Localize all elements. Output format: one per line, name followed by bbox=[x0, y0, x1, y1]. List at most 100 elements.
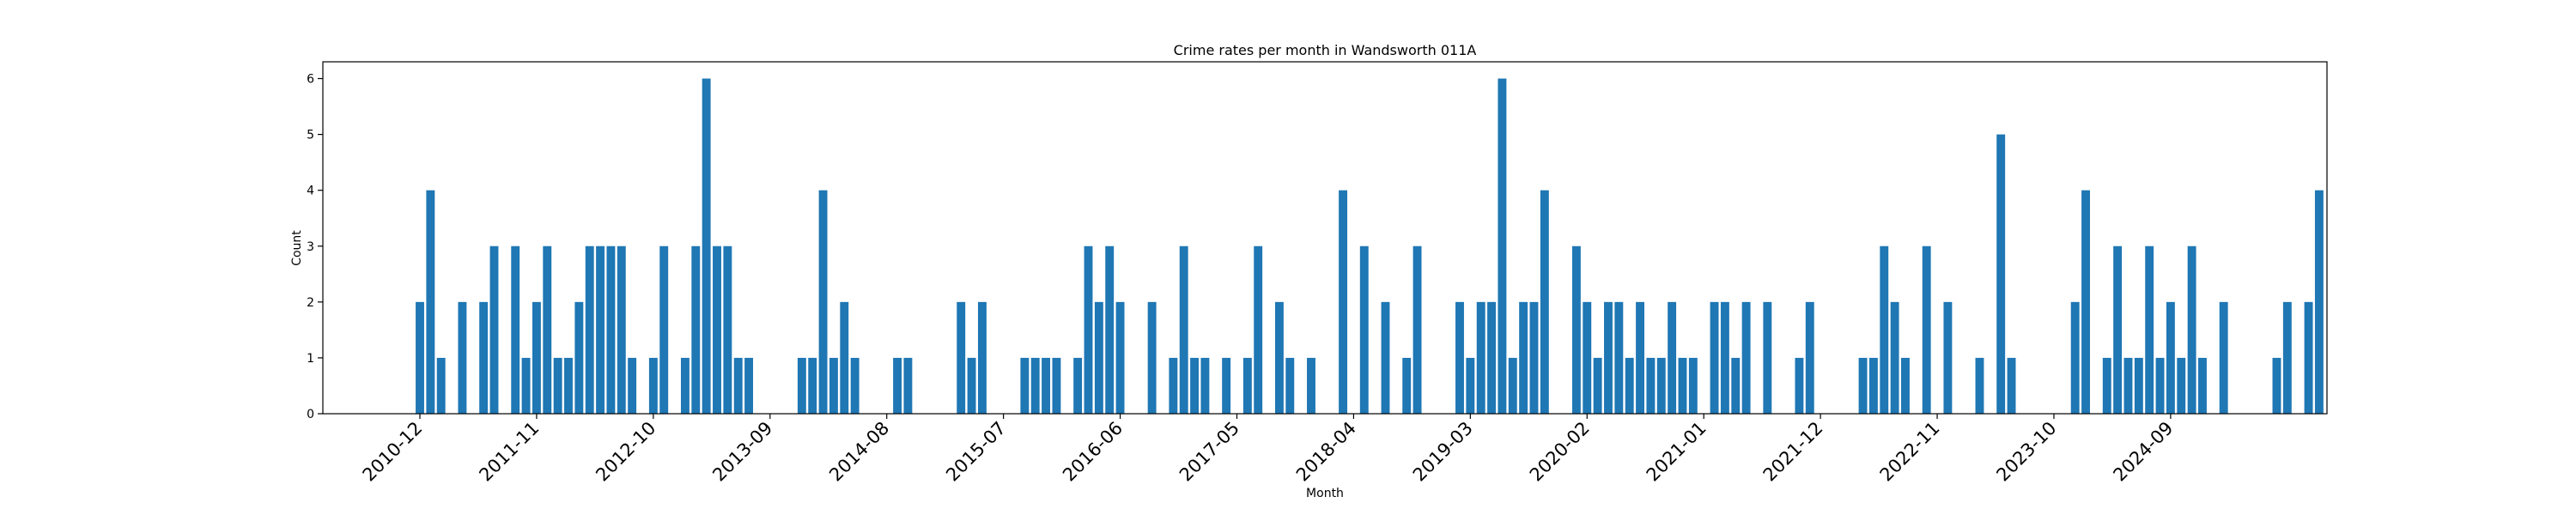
bar bbox=[585, 245, 594, 414]
bar bbox=[564, 357, 573, 414]
x-tick-label: 2020-02 bbox=[1526, 418, 1594, 486]
bar bbox=[893, 357, 902, 414]
x-tick-label: 2014-08 bbox=[825, 418, 893, 486]
bar bbox=[1498, 78, 1507, 415]
bar bbox=[808, 357, 817, 414]
y-tick-label: 5 bbox=[307, 129, 314, 142]
bar bbox=[1169, 357, 1178, 414]
x-tick-label: 2021-01 bbox=[1643, 418, 1710, 486]
bar bbox=[1402, 357, 1412, 414]
y-tick-label: 4 bbox=[307, 185, 314, 198]
x-tick-label: 2013-09 bbox=[708, 418, 776, 486]
chart-title: Crime rates per month in Wandsworth 011A bbox=[1174, 42, 1477, 58]
y-tick-label: 3 bbox=[307, 240, 314, 254]
x-tick-label: 2022-11 bbox=[1876, 418, 1944, 486]
bar bbox=[2134, 357, 2143, 414]
plot-area: 0 1 2 3 4 5 6 2010-12 2011-11 2012-10 2013-09 2014-… bbox=[307, 61, 2328, 486]
bar bbox=[1508, 357, 1517, 414]
bar bbox=[2177, 357, 2186, 414]
x-tick-label: 2011-11 bbox=[475, 418, 543, 486]
x-tick-label: 2010-12 bbox=[359, 418, 427, 486]
bar bbox=[436, 357, 446, 414]
x-tick-label: 2018-04 bbox=[1292, 418, 1360, 486]
bar bbox=[2123, 357, 2133, 414]
y-axis-label: Count bbox=[290, 230, 304, 266]
bar bbox=[2070, 301, 2080, 414]
bar bbox=[1593, 357, 1602, 414]
bar bbox=[1614, 301, 1624, 414]
bar bbox=[1996, 134, 2006, 414]
bar bbox=[2113, 245, 2123, 414]
bar bbox=[1030, 357, 1040, 414]
bar bbox=[1222, 357, 1231, 414]
bar bbox=[2282, 301, 2292, 414]
bar bbox=[2304, 301, 2313, 414]
bar bbox=[1720, 301, 1729, 414]
bar bbox=[1274, 301, 1284, 414]
bar bbox=[606, 245, 616, 414]
bar bbox=[744, 357, 754, 414]
bar bbox=[628, 357, 637, 414]
bar bbox=[574, 301, 584, 414]
bar bbox=[659, 245, 669, 414]
bar bbox=[1020, 357, 1030, 414]
bar bbox=[2166, 301, 2175, 414]
x-tick-label: 2017-05 bbox=[1176, 418, 1243, 486]
bar bbox=[2219, 301, 2228, 414]
bar bbox=[1529, 301, 1539, 414]
bar bbox=[1890, 301, 1899, 414]
bar bbox=[1339, 190, 1348, 414]
bar bbox=[1307, 357, 1315, 414]
bar bbox=[702, 78, 711, 415]
x-tick-label: 2021-12 bbox=[1759, 418, 1827, 486]
bar bbox=[1868, 357, 1878, 414]
bar bbox=[723, 245, 732, 414]
bar bbox=[1105, 245, 1115, 414]
bar bbox=[1359, 245, 1369, 414]
bar bbox=[1583, 301, 1592, 414]
bar bbox=[1880, 245, 1889, 414]
bar bbox=[458, 301, 467, 414]
bar bbox=[1805, 301, 1814, 414]
bar bbox=[691, 245, 701, 414]
bar bbox=[1254, 245, 1263, 414]
bar bbox=[2314, 190, 2324, 414]
bar bbox=[1073, 357, 1083, 414]
bar bbox=[2272, 357, 2281, 414]
y-tick-label: 0 bbox=[307, 408, 314, 421]
bar bbox=[1242, 357, 1252, 414]
bar bbox=[1625, 357, 1634, 414]
bar bbox=[1763, 301, 1772, 414]
x-tick-label: 2012-10 bbox=[592, 418, 659, 486]
bar bbox=[416, 301, 424, 414]
bar bbox=[1476, 301, 1485, 414]
bar bbox=[543, 245, 552, 414]
bar bbox=[1858, 357, 1868, 414]
bar bbox=[1943, 301, 1953, 414]
x-tick-label: 2023-10 bbox=[1992, 418, 2060, 486]
bar bbox=[1455, 301, 1464, 414]
bar bbox=[596, 245, 605, 414]
bar bbox=[1115, 301, 1125, 414]
bar bbox=[1094, 301, 1103, 414]
bar bbox=[1678, 357, 1687, 414]
bar bbox=[1042, 357, 1051, 414]
bar bbox=[840, 301, 849, 414]
bar bbox=[957, 301, 966, 414]
bar bbox=[1466, 357, 1475, 414]
bar bbox=[1922, 245, 1931, 414]
bar bbox=[1731, 357, 1741, 414]
bar bbox=[426, 190, 435, 414]
bar bbox=[1084, 245, 1093, 414]
bar bbox=[1901, 357, 1910, 414]
bar bbox=[1668, 301, 1677, 414]
y-tick-label: 2 bbox=[307, 296, 314, 310]
y-tick-label: 6 bbox=[307, 73, 314, 87]
bar bbox=[648, 357, 658, 414]
bar bbox=[2145, 245, 2154, 414]
bar bbox=[479, 301, 489, 414]
bar bbox=[903, 357, 913, 414]
bar bbox=[733, 357, 743, 414]
bar bbox=[1741, 301, 1751, 414]
bar bbox=[1052, 357, 1061, 414]
